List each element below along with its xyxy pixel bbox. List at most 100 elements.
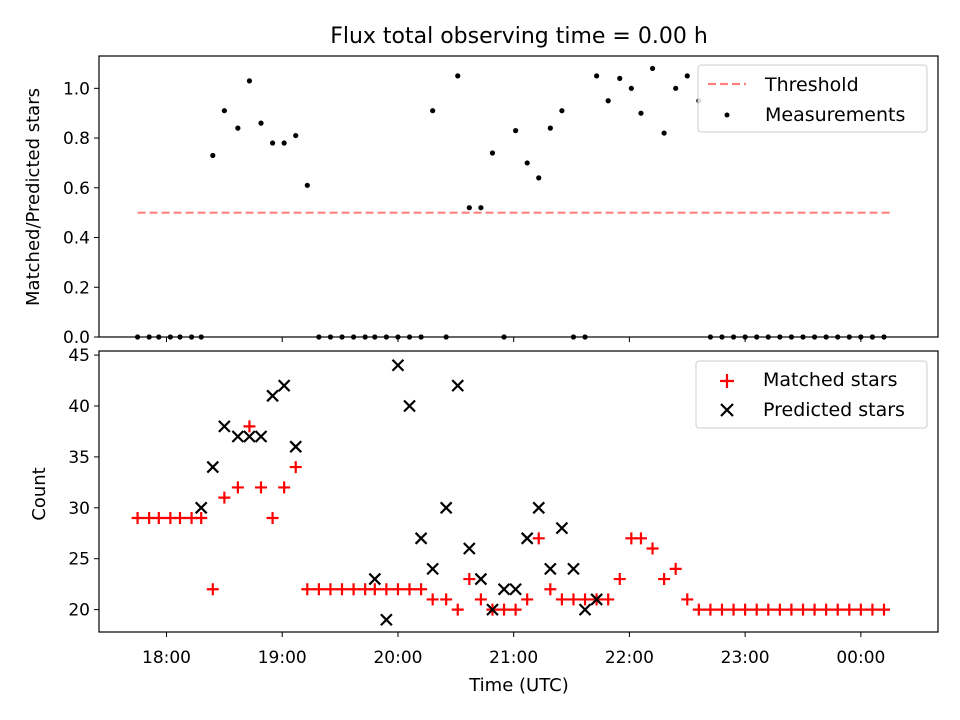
- predicted-star-marker: [520, 532, 534, 545]
- measurement-point: [246, 78, 253, 84]
- bottom-xtick-label: 00:00: [836, 648, 885, 668]
- predicted-star-marker: [426, 562, 439, 576]
- matched-star-marker: [567, 593, 580, 606]
- matched-star-marker: [231, 481, 244, 494]
- measurement-point: [478, 205, 484, 211]
- bottom-panel-xlabel: Time (UTC): [468, 675, 569, 696]
- top-panel-ylabel: Matched/Predicted stars: [23, 88, 44, 306]
- bottom-ytick-label: 30: [68, 499, 90, 519]
- matched-star-marker: [174, 511, 187, 524]
- matched-star-marker: [773, 603, 786, 616]
- measurement-point: [594, 73, 600, 79]
- top-ytick-label: 0.4: [63, 229, 90, 249]
- matched-star-marker: [289, 461, 302, 474]
- measurement-point: [513, 128, 519, 134]
- measurement-point: [304, 182, 310, 188]
- matched-star-marker: [715, 603, 728, 616]
- matched-star-marker: [808, 603, 821, 616]
- bottom-xtick-label: 22:00: [605, 648, 654, 668]
- predicted-star-marker: [590, 593, 603, 606]
- matched-star-marker: [498, 603, 511, 616]
- predicted-star-marker: [277, 379, 291, 392]
- measurement-point: [489, 150, 496, 156]
- matched-star-marker: [866, 603, 879, 616]
- matched-star-marker: [243, 420, 256, 433]
- predicted-star-marker: [266, 389, 279, 403]
- matched-star-marker: [877, 603, 890, 616]
- predicted-star-marker: [532, 501, 546, 515]
- measurement-point: [293, 132, 299, 139]
- matched-star-marker: [380, 583, 393, 596]
- matched-star-marker: [739, 603, 752, 616]
- matched-star-marker: [727, 603, 740, 616]
- top-panel-frame: [98, 55, 939, 338]
- measurement-point: [430, 108, 436, 114]
- measurement-point: [258, 120, 264, 126]
- measurement-point: [638, 110, 644, 116]
- predicted-star-marker: [567, 562, 580, 576]
- measurement-point: [281, 140, 287, 146]
- top-ytick-label: 0.0: [63, 328, 90, 348]
- top-legend-box: [697, 64, 928, 133]
- matched-star-marker: [324, 583, 337, 596]
- matched-star-marker: [579, 593, 592, 606]
- matched-star-marker: [463, 573, 476, 586]
- top-legend: Threshold Measurements: [697, 64, 928, 133]
- bottom-panel: 20 25 30 35 40 45 18:00 19:00 20:00 21:00 22:00 23:…: [29, 346, 939, 696]
- top-legend-measurements-label: Measurements: [765, 104, 905, 126]
- predicted-star-marker: [451, 379, 465, 392]
- matched-star-marker: [266, 511, 279, 524]
- matched-star-marker: [843, 603, 856, 616]
- measurement-point: [210, 152, 216, 159]
- measurement-point: [673, 85, 679, 91]
- bottom-panel-frame: [98, 350, 939, 633]
- predicted-star-marker: [254, 430, 268, 443]
- predicted-star-marker: [231, 430, 245, 443]
- bottom-ytick-label: 40: [68, 397, 90, 417]
- matched-star-marker: [658, 573, 671, 586]
- matched-star-marker: [336, 583, 349, 596]
- matched-star-marker: [532, 532, 545, 545]
- top-legend-threshold-label: Threshold: [764, 74, 859, 96]
- matched-star-marker: [785, 603, 798, 616]
- predicted-star-marker: [206, 460, 220, 474]
- measurement-point: [628, 85, 634, 91]
- bottom-legend-box: [695, 360, 928, 429]
- matched-star-marker: [646, 542, 659, 555]
- bottom-legend-predicted-swatch: [720, 403, 734, 417]
- predicted-star-marker: [380, 613, 393, 627]
- bottom-legend-matched-swatch: [720, 374, 734, 388]
- bottom-ytick-label: 25: [68, 550, 90, 570]
- matched-star-marker: [206, 583, 219, 596]
- bottom-xtick-label: 18:00: [142, 648, 191, 668]
- matched-star-marker: [301, 583, 314, 596]
- measurement-point: [617, 75, 623, 81]
- bottom-ytick-label: 20: [68, 601, 90, 621]
- matched-star-marker: [704, 603, 717, 616]
- matched-star-marker: [820, 603, 833, 616]
- matched-star-marker: [613, 573, 626, 586]
- matched-star-marker: [634, 532, 647, 545]
- measurement-point: [235, 125, 241, 131]
- bottom-ytick-label: 35: [68, 448, 90, 468]
- bottom-panel-ylabel: Count: [29, 467, 50, 520]
- matched-star-marker: [854, 603, 867, 616]
- measurement-point: [661, 130, 667, 136]
- matched-star-marker: [602, 593, 615, 606]
- matched-star-marker: [368, 583, 381, 596]
- bottom-xtick-label: 21:00: [489, 648, 538, 668]
- top-ytick-label: 0.2: [63, 278, 90, 298]
- predicted-star-marker: [243, 430, 256, 443]
- matched-star-marker: [544, 583, 557, 596]
- predicted-star-marker: [391, 358, 405, 372]
- matched-star-marker: [451, 603, 464, 616]
- matched-star-marker: [762, 603, 775, 616]
- bottom-xtick-label: 20:00: [373, 648, 422, 668]
- bottom-xtick-label: 23:00: [721, 648, 770, 668]
- matched-star-marker: [750, 603, 763, 616]
- matched-star-marker: [415, 583, 428, 596]
- matched-star-marker: [278, 481, 291, 494]
- measurement-point: [455, 73, 461, 79]
- predicted-star-marker: [486, 603, 499, 616]
- matched-star-marker: [347, 583, 360, 596]
